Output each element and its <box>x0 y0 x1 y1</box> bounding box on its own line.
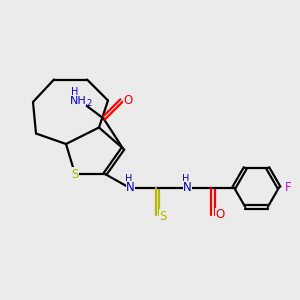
Text: N: N <box>126 181 135 194</box>
Text: N: N <box>183 181 192 194</box>
Text: O: O <box>215 208 224 221</box>
Text: S: S <box>159 209 167 223</box>
Text: S: S <box>71 167 79 181</box>
Text: H: H <box>71 87 79 97</box>
Text: H: H <box>182 173 190 184</box>
Text: O: O <box>124 94 133 107</box>
Text: F: F <box>285 181 291 194</box>
Text: NH: NH <box>70 95 86 106</box>
Text: H: H <box>125 173 133 184</box>
Text: 2: 2 <box>86 99 92 108</box>
